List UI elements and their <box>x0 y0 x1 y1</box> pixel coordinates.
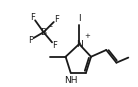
Text: F: F <box>54 15 59 24</box>
Text: +: + <box>84 33 90 39</box>
Text: F: F <box>28 35 33 45</box>
Text: B: B <box>41 28 47 37</box>
Text: F: F <box>52 41 57 50</box>
Text: F: F <box>30 13 35 22</box>
Text: N: N <box>76 40 83 49</box>
Text: −: − <box>48 23 53 28</box>
Text: I: I <box>78 14 80 23</box>
Text: NH: NH <box>64 76 77 85</box>
